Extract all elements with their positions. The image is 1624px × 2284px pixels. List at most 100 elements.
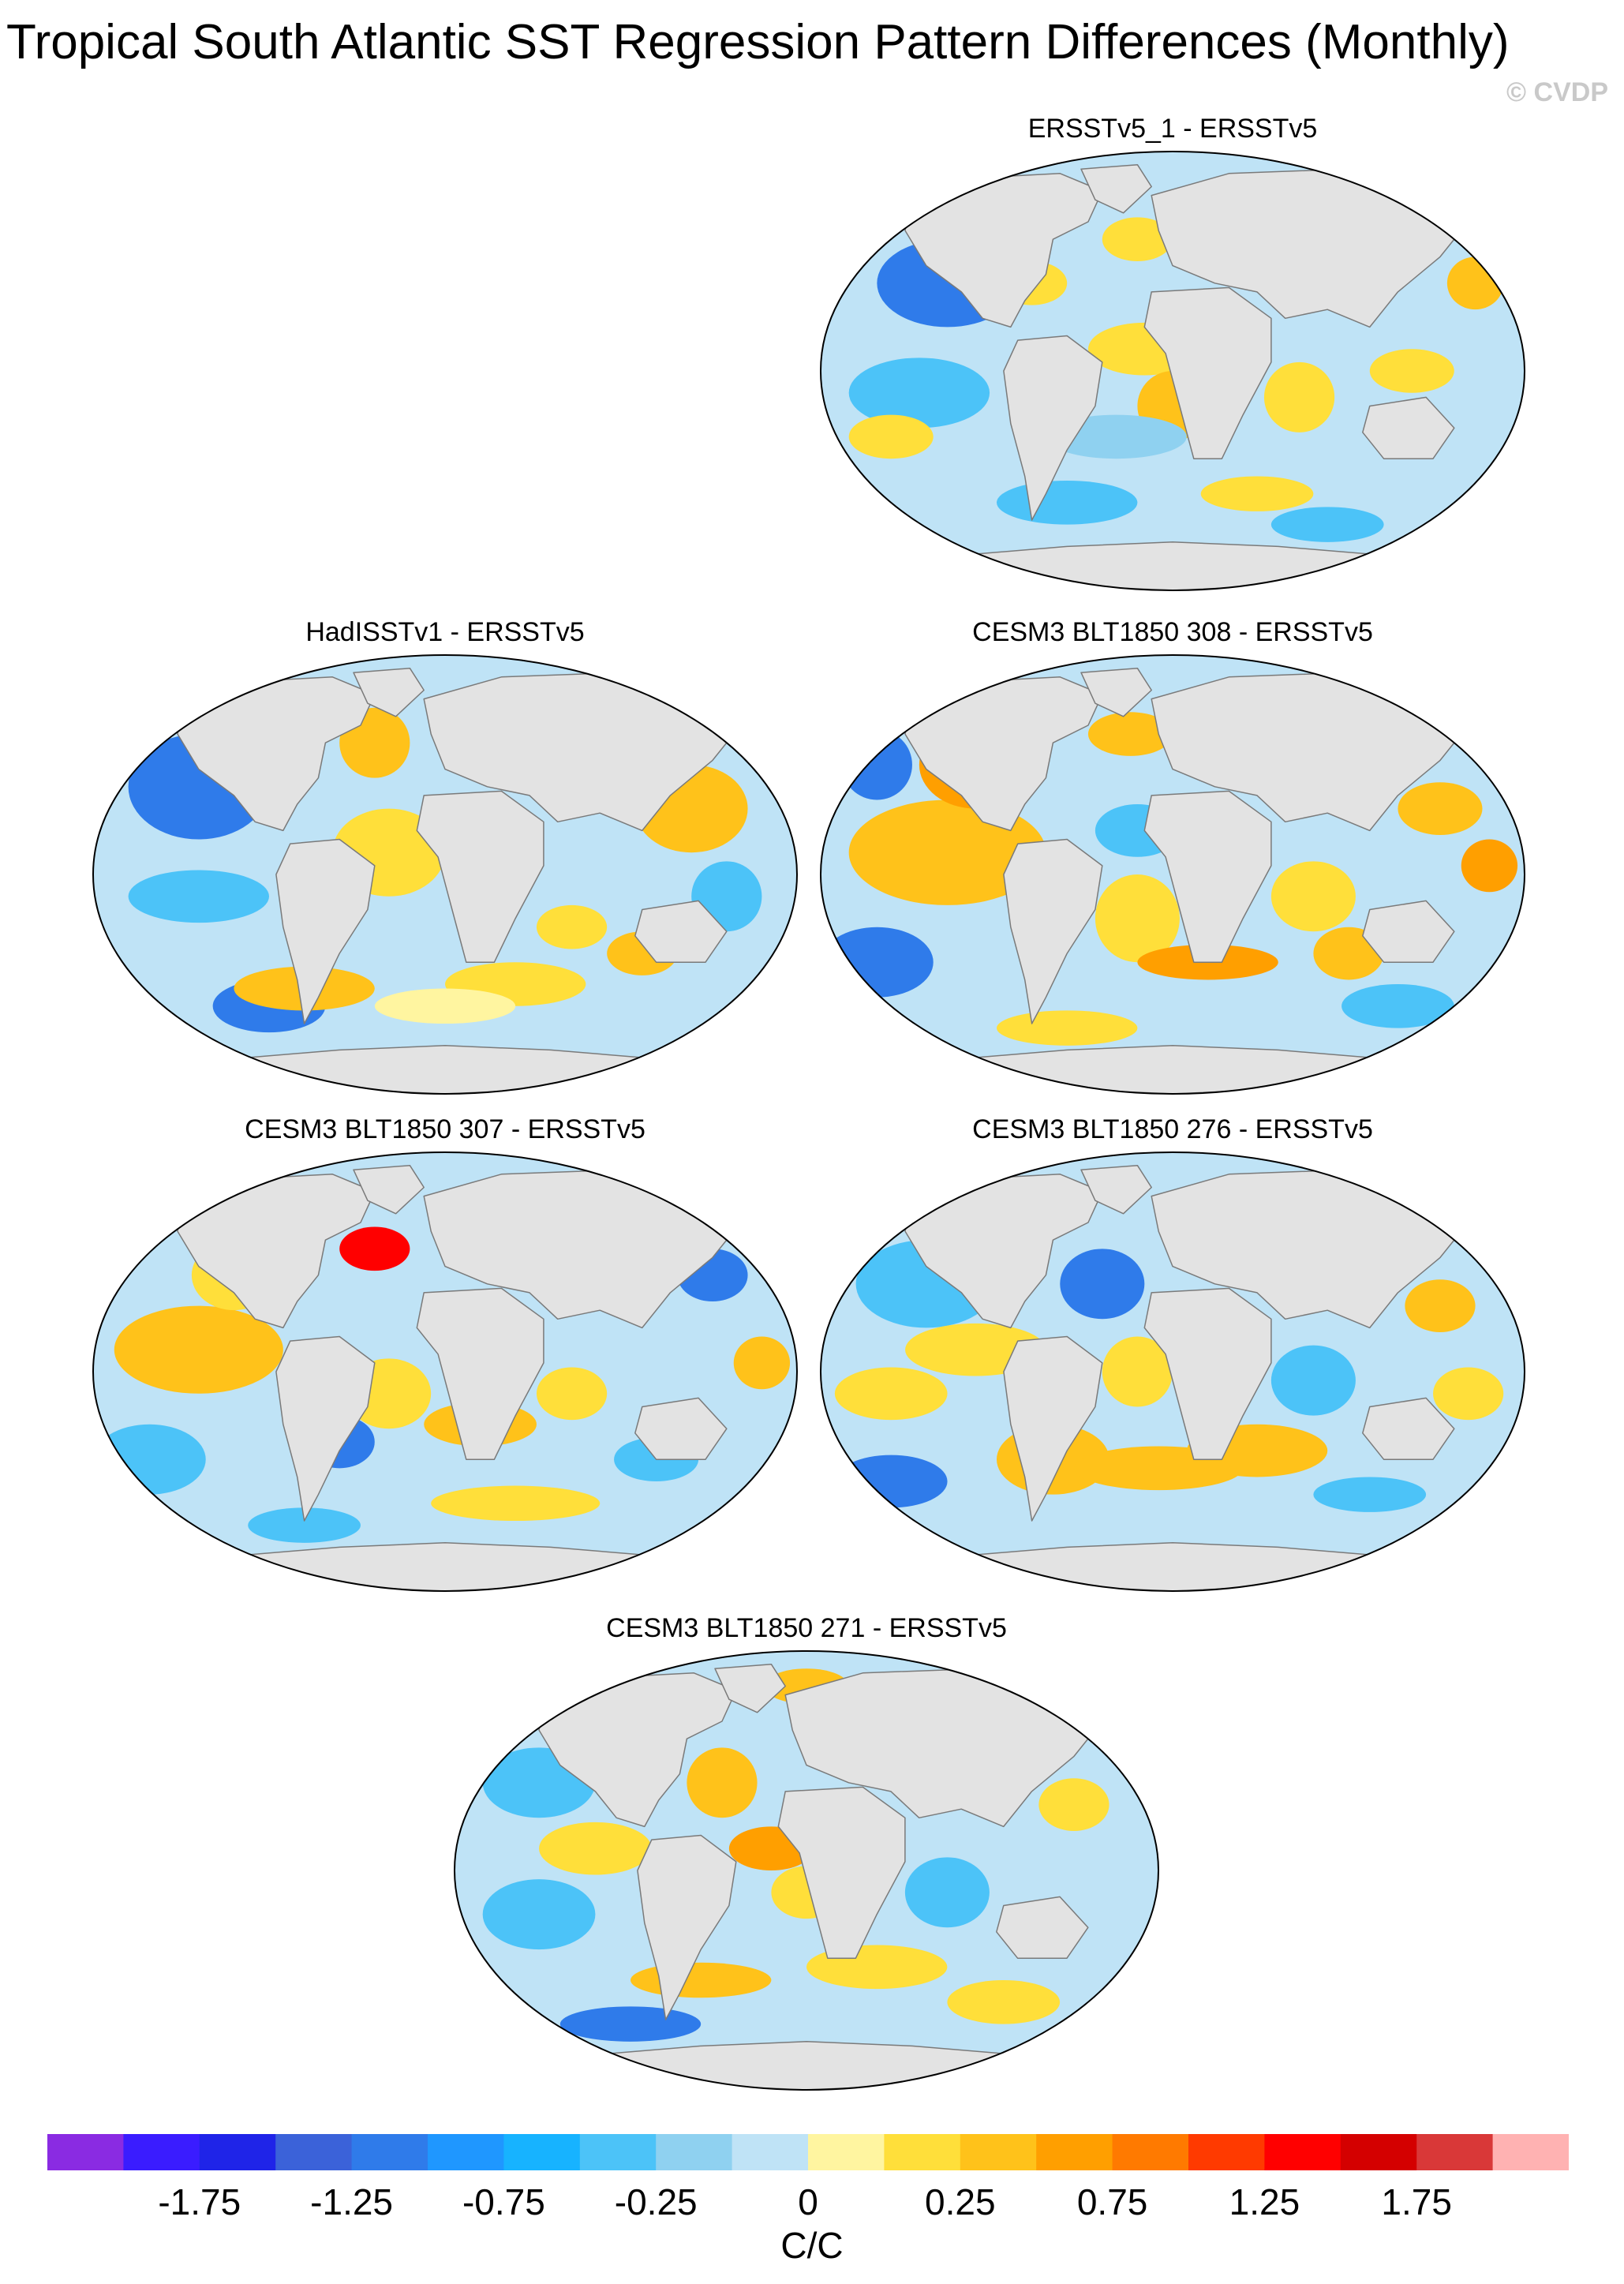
landmass xyxy=(538,1672,737,1828)
page-title: Tropical South Atlantic SST Regression P… xyxy=(6,15,1510,69)
anomaly-region xyxy=(841,729,912,800)
landmass xyxy=(1080,667,1152,717)
colorbar xyxy=(47,2134,1569,2170)
colorbar-swatch xyxy=(808,2134,885,2170)
anomaly-region xyxy=(1038,1778,1109,1831)
world-map xyxy=(92,1151,798,1592)
panel-title-6: CESM3 BLT1850 271 - ERSSTv5 xyxy=(606,1613,1007,1643)
landmass xyxy=(1003,1335,1103,1522)
map-panel-6 xyxy=(451,1648,1162,2094)
anomaly-region xyxy=(733,1336,791,1390)
anomaly-region xyxy=(1405,1279,1476,1332)
landmass xyxy=(416,790,544,963)
panel-title-1: ERSSTv5_1 - ERSSTv5 xyxy=(1027,114,1318,144)
colorbar-tick-label: -1.75 xyxy=(158,2181,241,2222)
colorbar-swatch xyxy=(275,2134,353,2170)
colorbar-swatch xyxy=(656,2134,733,2170)
landmass xyxy=(714,1663,786,1713)
landmass xyxy=(634,1397,728,1460)
credit-label: © CVDP xyxy=(1506,77,1608,107)
landmass xyxy=(904,1174,1103,1329)
map-border xyxy=(92,654,798,1095)
anomaly-region xyxy=(1270,507,1384,542)
colorbar-swatch xyxy=(1340,2134,1417,2170)
anomaly-region xyxy=(114,1305,283,1394)
anomaly-region xyxy=(997,481,1138,525)
world-map xyxy=(820,151,1525,591)
anomaly-region xyxy=(1398,782,1483,835)
map-panel-4 xyxy=(90,1149,800,1595)
colorbar-swatch xyxy=(732,2134,809,2170)
anomaly-region xyxy=(1270,1345,1356,1416)
landmass xyxy=(1143,790,1272,963)
anomaly-region xyxy=(947,1980,1061,2024)
anomaly-region xyxy=(631,1962,772,1998)
anomaly-region xyxy=(1102,1336,1173,1407)
colorbar-swatch xyxy=(199,2134,276,2170)
colorbar-swatch xyxy=(123,2134,200,2170)
landmass xyxy=(1080,163,1152,214)
map-panel-3 xyxy=(818,652,1528,1098)
map-border xyxy=(820,151,1525,591)
panel-title-2: HadISSTv1 - ERSSTv5 xyxy=(305,617,585,647)
colorbar-swatch xyxy=(1264,2134,1341,2170)
anomaly-region xyxy=(374,988,516,1024)
landmass xyxy=(1003,335,1103,521)
landmass xyxy=(1362,900,1455,963)
panel-title-5: CESM3 BLT1850 276 - ERSSTv5 xyxy=(972,1114,1373,1144)
colorbar-tick-label: -0.25 xyxy=(614,2181,698,2222)
colorbar-swatch xyxy=(47,2134,124,2170)
anomaly-region xyxy=(848,414,934,459)
anomaly-region xyxy=(904,1857,990,1928)
landmass xyxy=(634,900,728,963)
colorbar-tick-label: 0.75 xyxy=(1076,2181,1148,2222)
landmass xyxy=(1003,838,1103,1024)
anomaly-region xyxy=(1095,874,1180,963)
colorbar-swatch xyxy=(351,2134,428,2170)
anomaly-region xyxy=(1270,861,1356,932)
landmass xyxy=(1143,1287,1272,1460)
map-border xyxy=(820,1151,1525,1592)
world-map xyxy=(820,654,1525,1095)
anomaly-region xyxy=(1341,984,1454,1028)
anomaly-region xyxy=(536,1367,608,1421)
landmass xyxy=(275,1335,376,1522)
map-panel-1 xyxy=(818,148,1528,594)
anomaly-region xyxy=(128,870,269,923)
anomaly-region xyxy=(1200,476,1314,511)
landmass xyxy=(177,676,376,832)
colorbar-tick-label: 1.75 xyxy=(1381,2181,1452,2222)
anomaly-region xyxy=(1313,1477,1427,1512)
colorbar-tick-label: -0.75 xyxy=(462,2181,545,2222)
colorbar-tick-label: 0 xyxy=(798,2181,818,2222)
landmass xyxy=(777,1786,906,1959)
landmass xyxy=(177,1174,376,1329)
panel-title-4: CESM3 BLT1850 307 - ERSSTv5 xyxy=(245,1114,645,1144)
anomaly-region xyxy=(431,1485,601,1522)
anomaly-region xyxy=(93,1424,206,1495)
anomaly-region xyxy=(834,1367,948,1421)
anomaly-region xyxy=(1060,1249,1145,1320)
landmass xyxy=(904,173,1103,328)
colorbar-swatch xyxy=(579,2134,657,2170)
anomaly-region xyxy=(1433,1367,1504,1421)
world-map xyxy=(92,654,798,1095)
colorbar-swatch xyxy=(1036,2134,1113,2170)
anomaly-region xyxy=(482,1879,596,1950)
colorbar-tick-label: 1.25 xyxy=(1229,2181,1300,2222)
anomaly-region xyxy=(687,1747,758,1818)
landmass xyxy=(996,1896,1089,1959)
anomaly-region xyxy=(1087,712,1173,756)
colorbar-tick-label: -1.25 xyxy=(310,2181,394,2222)
colorbar-swatch xyxy=(884,2134,961,2170)
anomaly-region xyxy=(1461,839,1518,893)
landmass xyxy=(1080,1164,1152,1215)
panel-title-3: CESM3 BLT1850 308 - ERSSTv5 xyxy=(972,617,1373,647)
colorbar-swatch xyxy=(503,2134,581,2170)
landmass xyxy=(637,1834,737,2020)
anomaly-region xyxy=(248,1507,361,1543)
anomaly-region xyxy=(848,358,990,429)
anomaly-region xyxy=(536,904,608,949)
landmass xyxy=(1362,396,1455,459)
anomaly-region xyxy=(1369,349,1454,393)
